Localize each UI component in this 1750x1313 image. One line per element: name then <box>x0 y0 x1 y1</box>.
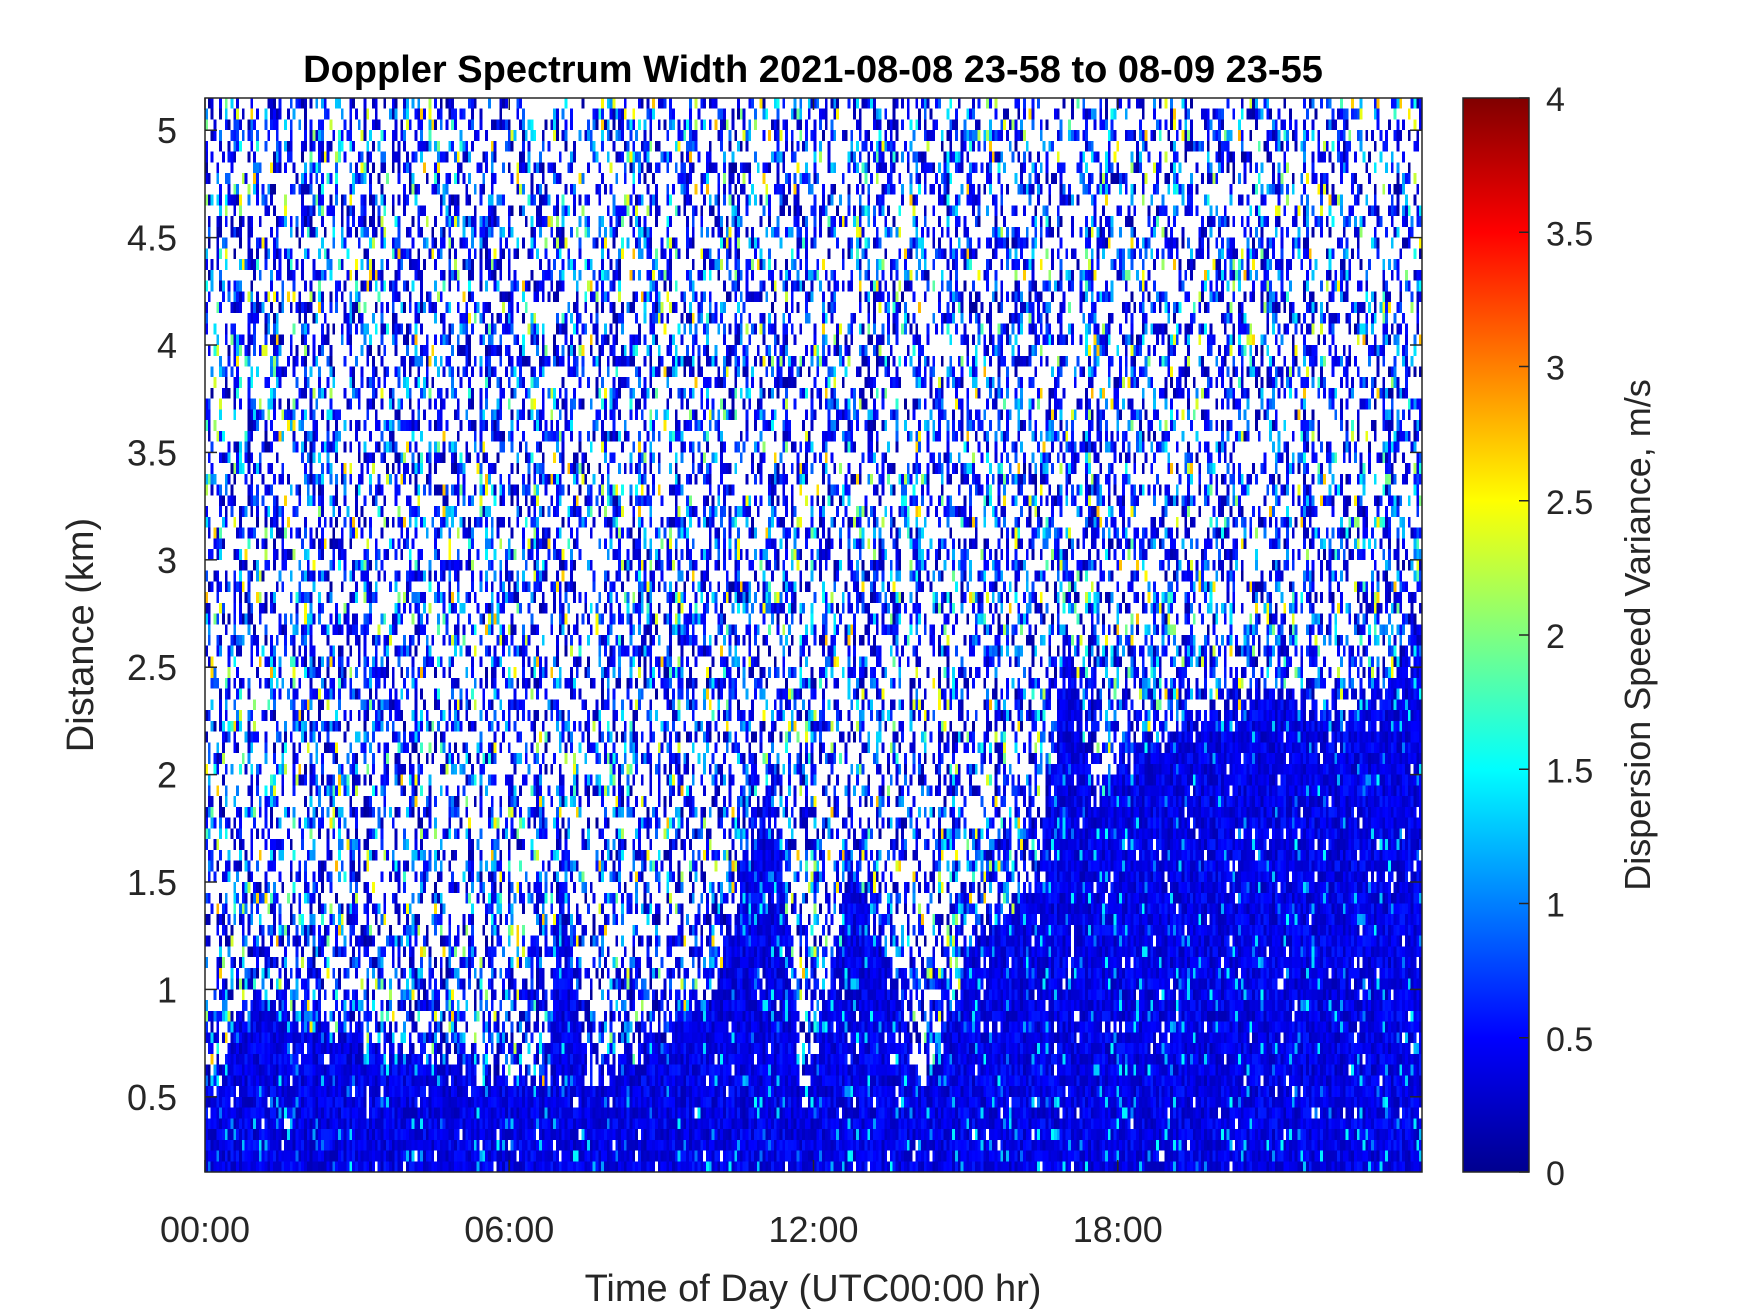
x-tick-label: 12:00 <box>768 1209 858 1250</box>
colorbar-label: Dispersion Speed Variance, m/s <box>1617 379 1658 891</box>
colorbar-tick-label: 3.5 <box>1546 215 1593 253</box>
colorbar-tick-label: 1 <box>1546 887 1565 925</box>
chart-title: Doppler Spectrum Width 2021-08-08 23-58 … <box>303 49 1323 91</box>
colorbar-tick-label: 0 <box>1546 1155 1565 1193</box>
colorbar-tick-label: 1.5 <box>1546 752 1593 790</box>
colorbar-tick-label: 0.5 <box>1546 1021 1593 1059</box>
colorbar-tick-label: 3 <box>1546 350 1565 388</box>
colorbar-tick-label: 4 <box>1546 81 1565 119</box>
colorbar <box>1462 97 1530 1173</box>
x-tick-label: 06:00 <box>464 1209 554 1250</box>
plot-area <box>205 98 1422 1172</box>
y-tick-label: 5 <box>157 110 177 151</box>
y-tick-label: 2.5 <box>127 647 177 688</box>
y-axis-label: Distance (km) <box>60 518 102 752</box>
y-tick-label: 2 <box>157 755 177 796</box>
heatmap-image <box>205 98 1422 1172</box>
colorbar-tick-label: 2 <box>1546 618 1565 656</box>
x-axis-label: Time of Day (UTC00:00 hr) <box>585 1268 1042 1310</box>
y-tick-label: 0.5 <box>127 1077 177 1118</box>
y-axis: 0.5 1 1.5 2 2.5 3 3.5 4 4.5 5 <box>127 110 1422 1118</box>
y-tick-label: 3.5 <box>127 432 177 473</box>
colorbar-tick-label: 2.5 <box>1546 484 1593 522</box>
y-tick-label: 3 <box>157 540 177 581</box>
x-axis: 00:00 06:00 12:00 18:00 <box>160 98 1163 1250</box>
y-tick-label: 1 <box>157 969 177 1010</box>
y-tick-label: 4 <box>157 325 177 366</box>
x-tick-label: 00:00 <box>160 1209 250 1250</box>
x-tick-label: 18:00 <box>1073 1209 1163 1250</box>
y-tick-label: 1.5 <box>127 862 177 903</box>
colorbar-axis: 0 0.5 1 1.5 2 2.5 3 3.5 4 <box>1519 81 1593 1193</box>
y-tick-label: 4.5 <box>127 218 177 259</box>
